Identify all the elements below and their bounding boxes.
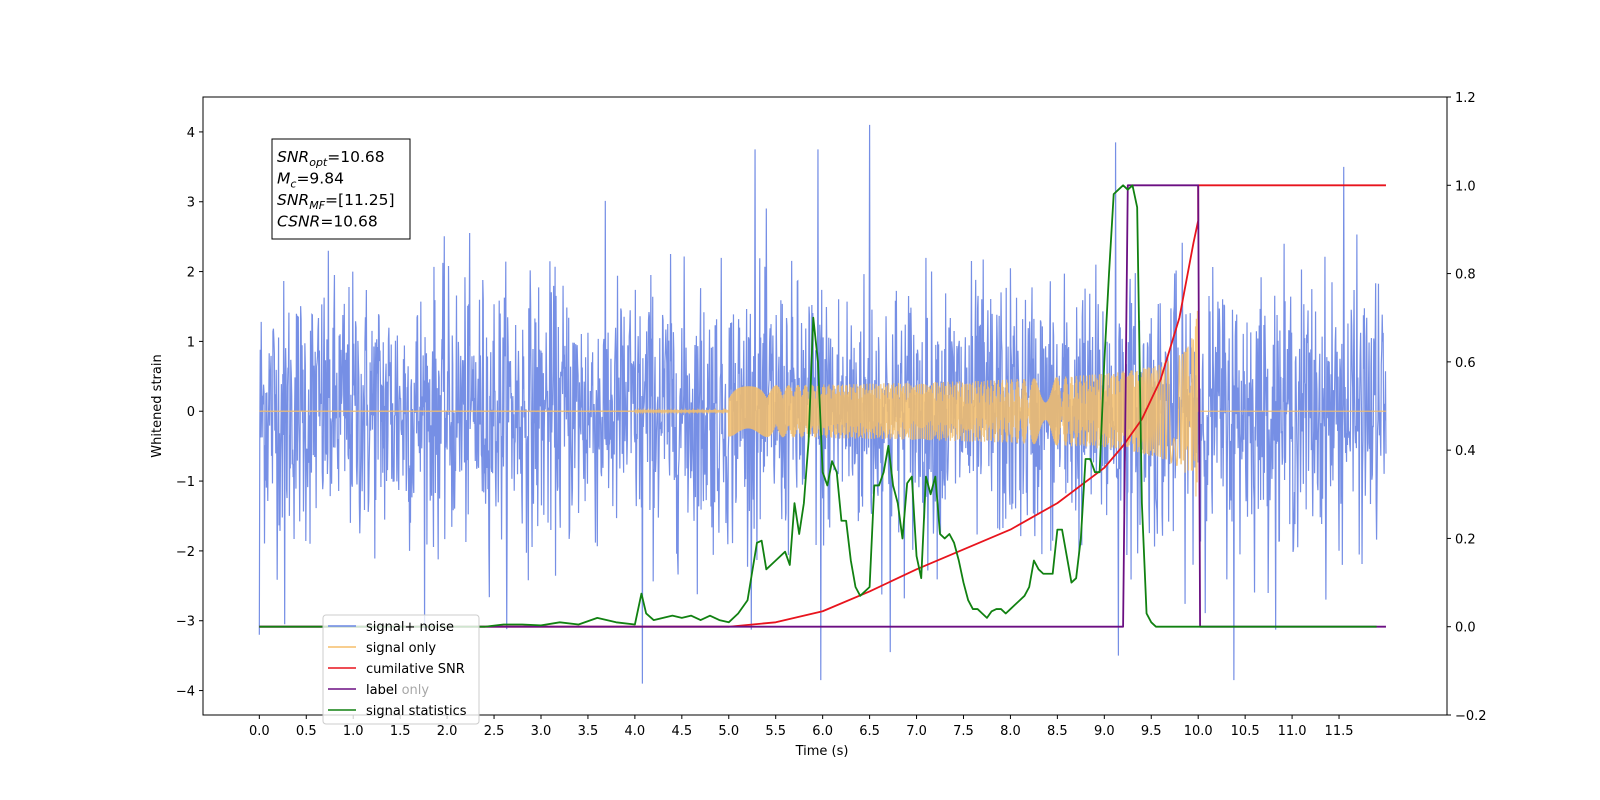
plot-frame — [202, 96, 1448, 716]
x-tick-label: 8.0 — [1000, 724, 1021, 739]
legend-overlay-text: label only — [366, 683, 429, 698]
x-tick-label: 11.5 — [1325, 724, 1354, 739]
y-right-tick-label: 1.2 — [1455, 91, 1476, 106]
x-tick-label: 5.5 — [765, 724, 786, 739]
series-layer — [258, 124, 1387, 684]
stats-annotation-box: SNRopt=10.68Mc=9.84SNRMF=[11.25]CSNR=10.… — [271, 138, 411, 240]
y-left-tick-label: −2 — [176, 545, 195, 560]
x-tick-label: 5.0 — [718, 724, 739, 739]
y-right-tick-label: 0.2 — [1455, 532, 1476, 547]
x-tick-label: 3.5 — [578, 724, 599, 739]
annotation-line: SNRopt=10.68 — [277, 148, 385, 169]
x-tick-label: 4.0 — [625, 724, 646, 739]
x-tick-label: 2.5 — [484, 724, 505, 739]
series-cumilative-snr — [259, 184, 1386, 628]
x-tick-label: 7.0 — [906, 724, 927, 739]
legend: signal+ noise signal only cumilative SNR la… — [322, 614, 480, 725]
legend-label: signal only — [366, 641, 436, 656]
x-tick-label: 11.0 — [1278, 724, 1307, 739]
annotation-line: Mc=9.84 — [277, 170, 344, 191]
x-tick-label: 9.5 — [1141, 724, 1162, 739]
x-tick-label: 9.0 — [1094, 724, 1115, 739]
y-axis-right: −0.2 0.0 0.2 0.4 0.6 0.8 1.0 1.2 — [1447, 91, 1487, 724]
y-left-tick-label: 2 — [187, 266, 195, 281]
y-axis-label: Whitened strain — [150, 354, 165, 457]
x-tick-label: 6.5 — [859, 724, 880, 739]
x-tick-label: 8.5 — [1047, 724, 1068, 739]
legend-frame — [322, 614, 480, 725]
x-tick-label: 0.0 — [249, 724, 270, 739]
annotation-frame — [271, 138, 411, 240]
y-left-tick-label: 4 — [187, 126, 195, 141]
legend-label: signal statistics — [366, 704, 467, 719]
y-right-tick-label: 0.6 — [1455, 356, 1476, 371]
x-tick-label: 6.0 — [812, 724, 833, 739]
x-tick-label: 4.5 — [671, 724, 692, 739]
y-left-tick-label: 1 — [187, 335, 195, 350]
x-tick-label: 2.0 — [437, 724, 458, 739]
x-tick-label: 0.5 — [296, 724, 317, 739]
y-left-tick-label: −3 — [176, 615, 195, 630]
x-axis: 0.0 0.5 1.0 1.5 2.0 2.5 3.0 3.5 4.0 4.5 5.0 5.5 6.0 6… — [249, 715, 1354, 739]
y-left-tick-label: 0 — [187, 405, 195, 420]
y-right-tick-label: 0.4 — [1455, 444, 1476, 459]
x-tick-label: 10.5 — [1231, 724, 1260, 739]
x-tick-label: 10.0 — [1184, 724, 1213, 739]
y-right-tick-label: 1.0 — [1455, 179, 1476, 194]
x-tick-label: 7.5 — [953, 724, 974, 739]
legend-label: label — [366, 683, 397, 698]
x-axis-label: Time (s) — [795, 744, 849, 759]
y-left-tick-label: −4 — [176, 685, 195, 700]
x-tick-label: 1.0 — [343, 724, 364, 739]
y-right-tick-label: 0.0 — [1455, 621, 1476, 636]
y-axis-left: −4 −3 −2 −1 0 1 2 3 4 — [176, 126, 203, 700]
y-right-tick-label: 0.8 — [1455, 268, 1476, 283]
annotation-line: SNRMF=[11.25] — [277, 191, 395, 212]
legend-label: cumilative SNR — [366, 662, 465, 677]
y-left-tick-label: 3 — [187, 196, 195, 211]
x-tick-label: 3.0 — [531, 724, 552, 739]
series-signal-only — [258, 310, 1386, 497]
legend-label: signal+ noise — [366, 620, 454, 635]
y-right-tick-label: −0.2 — [1455, 709, 1487, 724]
y-left-tick-label: −1 — [176, 475, 195, 490]
series-signal-statistics — [259, 184, 1377, 628]
annotation-line: CSNR=10.68 — [277, 213, 378, 231]
x-tick-label: 1.5 — [390, 724, 411, 739]
